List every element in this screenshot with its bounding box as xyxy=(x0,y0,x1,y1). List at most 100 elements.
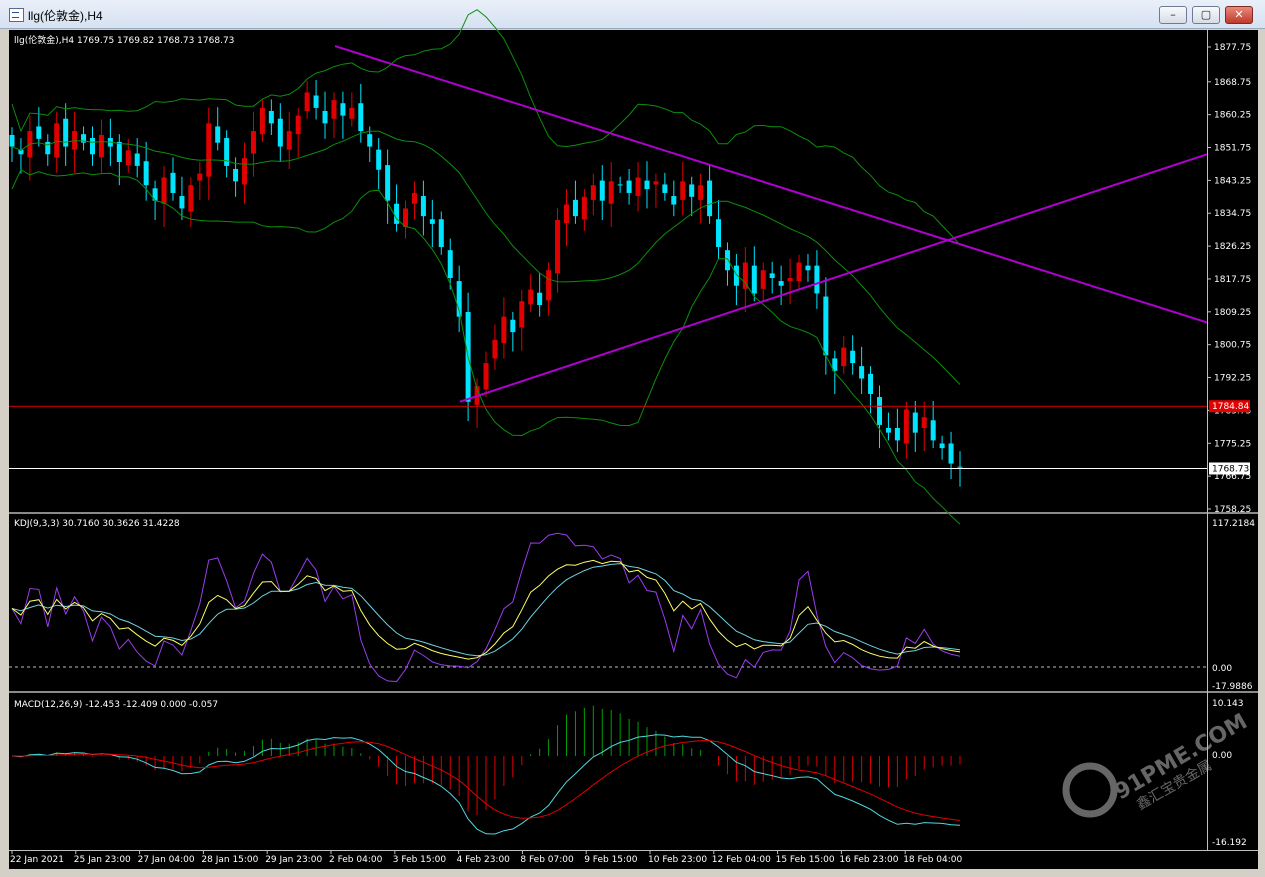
candle-body xyxy=(689,184,695,197)
price-axis-label: 1843.25 xyxy=(1214,176,1251,186)
candle-body xyxy=(18,149,24,155)
candle-body xyxy=(572,199,578,217)
candle-body xyxy=(599,180,605,201)
candle-body xyxy=(868,373,874,394)
time-axis-label: 28 Jan 15:00 xyxy=(201,855,258,865)
candle-body xyxy=(885,428,891,433)
candle-body xyxy=(850,350,856,364)
candle-body xyxy=(81,134,87,143)
candle-body xyxy=(268,110,274,124)
candle-body xyxy=(349,107,355,119)
candle-body xyxy=(733,265,739,286)
candle-body xyxy=(501,316,507,343)
kdj-k-line xyxy=(11,559,961,660)
close-button[interactable]: ✕ xyxy=(1225,6,1253,24)
candle-body xyxy=(760,270,766,289)
macd-axis-bottom: -16.192 xyxy=(1212,838,1247,848)
candle-body xyxy=(581,196,587,220)
kdj-panel[interactable] xyxy=(9,532,1207,683)
candle-body xyxy=(698,185,704,200)
candle-body xyxy=(403,208,409,227)
bollinger-upper xyxy=(11,9,961,246)
candle-body xyxy=(805,265,811,271)
candle-body xyxy=(510,319,516,333)
time-axis-line xyxy=(9,850,1258,851)
candle-body xyxy=(608,181,614,204)
candle-body xyxy=(385,165,391,201)
kdj-axis-top: 117.2184 xyxy=(1212,519,1255,529)
price-axis-line xyxy=(1207,30,1208,850)
trendline-resistance xyxy=(334,45,1208,324)
candle-body xyxy=(948,443,954,464)
candle-body xyxy=(259,107,265,135)
kdj-d-line xyxy=(11,563,961,657)
price-axis-label: 1792.25 xyxy=(1214,374,1251,384)
price-axis-label: 1775.25 xyxy=(1214,439,1251,449)
macd-panel[interactable] xyxy=(11,705,961,835)
candle-body xyxy=(716,219,722,248)
candle-body xyxy=(742,262,748,289)
candle-body xyxy=(456,281,462,317)
time-axis-label: 8 Feb 07:00 xyxy=(520,855,574,865)
minimize-button[interactable]: – xyxy=(1159,6,1187,24)
candle-body xyxy=(644,180,650,190)
candle-body xyxy=(295,115,301,135)
candle-body xyxy=(653,181,659,185)
close-icon: ✕ xyxy=(1234,8,1244,21)
candle-body xyxy=(555,220,561,274)
candle-body xyxy=(617,184,623,186)
candle-body xyxy=(340,103,346,116)
price-axis-label: 1868.75 xyxy=(1214,78,1251,88)
candle-body xyxy=(546,270,552,301)
time-axis-label: 3 Feb 15:00 xyxy=(393,855,447,865)
candle-body xyxy=(161,177,167,204)
candle-body xyxy=(519,301,525,328)
candle-body xyxy=(796,262,802,282)
candle-body xyxy=(125,150,131,166)
price-axis-label: 1826.25 xyxy=(1214,242,1251,252)
main-chart-header: llg(伦敦金),H4 1769.75 1769.82 1768.73 1768… xyxy=(14,34,234,46)
candle-body xyxy=(429,219,435,224)
kdj-header: KDJ(9,3,3) 30.7160 30.3626 31.4228 xyxy=(14,519,180,529)
price-axis-label: 1834.75 xyxy=(1214,209,1251,219)
candle-body xyxy=(36,126,42,139)
price-axis-label: 1860.25 xyxy=(1214,111,1251,121)
time-axis-label: 12 Feb 04:00 xyxy=(712,855,771,865)
candle-body xyxy=(250,131,256,154)
candle-body xyxy=(286,131,292,150)
candle-body xyxy=(769,273,775,278)
candle-body xyxy=(313,95,319,108)
candle-body xyxy=(233,168,239,182)
red-level-tag-text: 1784.84 xyxy=(1212,402,1249,412)
candle-body xyxy=(54,123,60,158)
minimize-icon: – xyxy=(1170,8,1176,21)
candle-body xyxy=(823,296,829,356)
candle-body xyxy=(179,196,185,209)
candle-body xyxy=(778,281,784,286)
candle-body xyxy=(492,339,498,359)
main-price-panel[interactable]: 1877.75 1868.75 1860.25 1851.75 1843.25 1834.… xyxy=(9,9,1251,865)
macd-axis-zero: 0.00 xyxy=(1212,751,1232,761)
candle-body xyxy=(724,250,730,271)
maximize-button[interactable]: ▢ xyxy=(1192,6,1220,24)
candle-body xyxy=(116,141,122,163)
candle-body xyxy=(322,110,328,124)
candle-body xyxy=(859,366,865,379)
candle-body xyxy=(197,173,203,181)
time-axis-label: 10 Feb 23:00 xyxy=(648,855,707,865)
kdj-j-line xyxy=(11,532,961,683)
candle-body xyxy=(635,177,641,197)
time-axis-label: 2 Feb 04:00 xyxy=(329,855,383,865)
candle-body xyxy=(563,204,569,224)
title-bar[interactable]: llg(伦敦金),H4 – ▢ ✕ xyxy=(0,0,1265,29)
time-axis-label: 22 Jan 2021 xyxy=(10,855,64,865)
macd-header: MACD(12,26,9) -12.453 -12.409 0.000 -0.0… xyxy=(14,700,218,710)
candle-body xyxy=(894,428,900,441)
candle-body xyxy=(420,196,426,217)
price-axis-label: 1758.25 xyxy=(1214,505,1251,515)
candle-body xyxy=(224,138,230,166)
candle-body xyxy=(841,347,847,367)
candle-body xyxy=(662,184,668,193)
